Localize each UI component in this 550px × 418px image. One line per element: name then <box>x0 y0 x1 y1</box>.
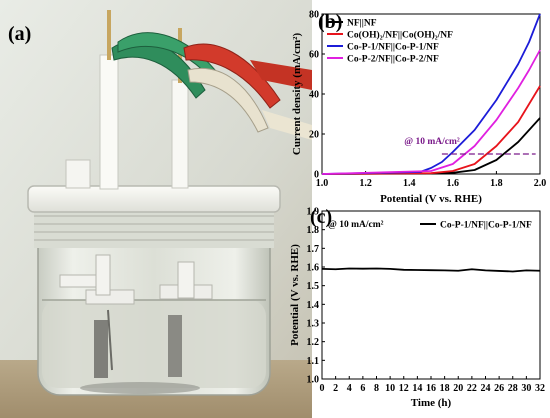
legend-label-4: Co-P-2/NF||Co-P-2/NF <box>347 55 439 65</box>
x-tick-label: 6 <box>360 383 365 394</box>
x-tick-label: 10 <box>385 383 395 394</box>
x-axis-title-b: Potential (V vs. RHE) <box>380 193 482 205</box>
x-axis-title-c: Time (h) <box>411 397 452 409</box>
x-tick-label: 14 <box>412 383 422 394</box>
x-tick-label: 16 <box>426 383 436 394</box>
legend-label-2: Co(OH)₂/NF||Co(OH)₂/NF <box>347 30 453 41</box>
series-line-4 <box>321 49 541 175</box>
y-axis-title-c: Potential (V vs. RHE) <box>289 244 301 346</box>
x-tick-label: 28 <box>508 383 518 394</box>
y-tick-label: 60 <box>309 50 319 61</box>
annotation-text-b: @ 10 mA/cm² <box>404 137 460 147</box>
y-tick-label: 1.0 <box>307 375 320 386</box>
x-tick-label: 12 <box>399 383 409 394</box>
y-tick-label: 40 <box>309 90 319 101</box>
series-line-1 <box>321 267 541 273</box>
x-tick-label: 1.6 <box>447 178 460 189</box>
panel-label-a: (a) <box>8 23 31 45</box>
x-tick-label: 22 <box>467 383 477 394</box>
x-tick-label: 2 <box>333 383 338 394</box>
y-tick-label: 1.9 <box>307 207 320 218</box>
y-tick-labels-c: 1.0 1.1 1.2 1.3 1.4 1.5 1.6 1.7 1.8 1.9 <box>307 207 320 386</box>
series-lines-b <box>321 13 541 175</box>
y-tick-labels-b: 0 20 40 60 80 <box>309 10 319 181</box>
y-tick-label: 1.3 <box>307 319 320 330</box>
annotation-text-c: @ 10 mA/cm² <box>328 220 384 230</box>
series-lines-c <box>321 267 541 273</box>
x-tick-labels-c: 0 2 4 6 8 10 12 14 16 18 20 22 24 26 28 30 32 <box>320 383 546 394</box>
y-tick-label: 1.2 <box>307 337 320 348</box>
x-tick-labels-b: 1.0 1.2 1.4 1.6 1.8 2.0 <box>316 178 547 189</box>
x-tick-label: 20 <box>453 383 463 394</box>
series-line-2 <box>321 85 541 175</box>
y-tick-label: 1.6 <box>307 263 320 274</box>
y-tick-label: 1.7 <box>307 244 320 255</box>
x-tick-label: 1.4 <box>403 178 416 189</box>
y-axis-title-b: Current density (mA/cm²) <box>291 33 303 156</box>
y-tick-label: 1.5 <box>307 281 320 292</box>
series-line-3 <box>321 13 541 175</box>
x-tick-label: 8 <box>374 383 379 394</box>
x-tick-label: 1.0 <box>316 178 329 189</box>
y-tick-label: 1.8 <box>307 225 320 236</box>
photo-label-layer: (a) <box>8 23 31 45</box>
legend-label-3: Co-P-1/NF||Co-P-1/NF <box>347 43 439 53</box>
electrochemical-cell-photo <box>0 0 312 418</box>
tick-marks-c <box>321 210 541 380</box>
x-tick-label: 30 <box>521 383 531 394</box>
x-tick-label: 26 <box>494 383 504 394</box>
legend-label-1: NF||NF <box>347 19 377 29</box>
x-tick-label: 2.0 <box>534 178 547 189</box>
y-tick-label: 80 <box>309 10 319 21</box>
x-tick-label: 1.2 <box>359 178 372 189</box>
x-tick-label: 18 <box>440 383 450 394</box>
x-tick-label: 24 <box>481 383 491 394</box>
y-tick-label: 1.4 <box>307 300 320 311</box>
legend-c: Co-P-1/NF||Co-P-1/NF <box>420 221 532 231</box>
x-tick-label: 4 <box>347 383 352 394</box>
legend-label-1: Co-P-1/NF||Co-P-1/NF <box>440 221 532 231</box>
x-tick-label: 32 <box>535 383 545 394</box>
y-tick-label: 1.1 <box>307 356 320 367</box>
x-tick-label: 1.8 <box>490 178 503 189</box>
y-tick-label: 0 <box>314 170 319 181</box>
chart-c: (c) 0 2 4 6 8 10 12 14 16 18 20 22 24 26 28 30 32 1.01.1… <box>289 206 545 409</box>
x-tick-label: 0 <box>320 383 325 394</box>
y-tick-label: 20 <box>309 130 319 141</box>
